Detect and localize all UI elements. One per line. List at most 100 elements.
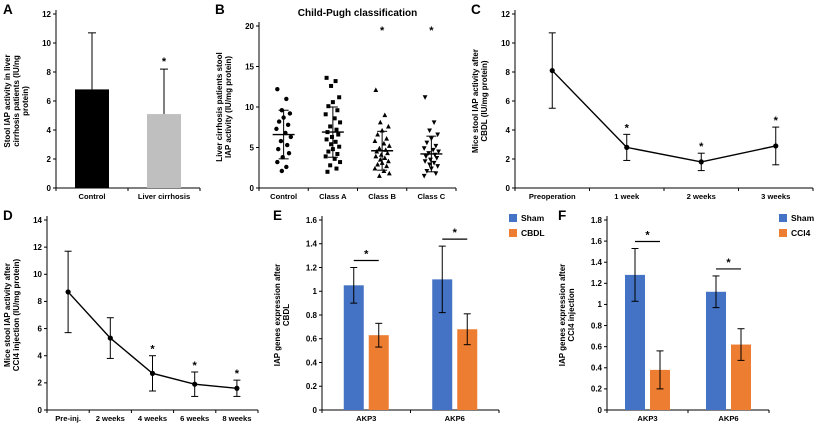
panel-b-letter: B — [215, 2, 225, 17]
svg-text:*: * — [380, 25, 385, 37]
panel-a-letter: A — [3, 2, 13, 17]
svg-text:1.4: 1.4 — [591, 258, 603, 267]
svg-text:4: 4 — [506, 126, 511, 135]
svg-text:*: * — [429, 25, 434, 37]
svg-text:*: * — [726, 257, 731, 269]
chart-svg-b: 0 5 10 15 20 Liver cirrhosis patients stool IA… — [215, 8, 457, 201]
svg-text:12: 12 — [42, 10, 51, 19]
svg-text:1.8: 1.8 — [591, 216, 603, 225]
svg-text:Stool IAP activity in liver: Stool IAP activity in liver — [3, 54, 12, 147]
panel-d: D 0 2 4 6 8 10 12 14 Mice stool IAP activity aft… — [0, 206, 270, 428]
svg-text:CBDL (IU/mg protein): CBDL (IU/mg protein) — [480, 60, 489, 142]
panel-e: E 0 0.2 0.4 0.6 0.8 1 1.2 1.4 1.6 IAP genes expre… — [270, 206, 555, 428]
svg-text:1.6: 1.6 — [591, 237, 603, 246]
svg-text:CCl4: CCl4 — [791, 228, 811, 238]
svg-text:*: * — [162, 56, 167, 68]
svg-text:*: * — [645, 230, 650, 242]
svg-text:6: 6 — [506, 97, 511, 106]
svg-text:AKP3: AKP3 — [356, 414, 376, 423]
svg-text:6 weeks: 6 weeks — [180, 414, 209, 423]
svg-text:15: 15 — [245, 62, 254, 71]
svg-text:4: 4 — [38, 352, 43, 361]
svg-text:1: 1 — [598, 300, 603, 309]
panel-d-chart: 0 2 4 6 8 10 12 14 Mice stool IAP activity after… — [0, 206, 270, 428]
svg-text:AKP6: AKP6 — [718, 414, 738, 423]
svg-text:Child-Pugh classification: Child-Pugh classification — [298, 8, 417, 19]
svg-text:AKP3: AKP3 — [637, 414, 657, 423]
chart-svg-d: 0 2 4 6 8 10 12 14 Mice stool IAP activity after… — [3, 216, 259, 423]
svg-text:*: * — [235, 368, 240, 380]
svg-text:2: 2 — [506, 155, 511, 164]
svg-text:Sham: Sham — [521, 213, 545, 223]
svg-text:Mice stool IAP activity after: Mice stool IAP activity after — [471, 49, 480, 153]
svg-text:8 weeks: 8 weeks — [222, 414, 251, 423]
svg-text:0: 0 — [250, 184, 255, 193]
svg-text:0: 0 — [506, 184, 511, 193]
panel-c: C 0 2 4 6 8 10 12 Mice stool IAP activity after… — [468, 0, 825, 206]
svg-text:*: * — [150, 344, 155, 356]
chart-svg-e: 0 0.2 0.4 0.6 0.8 1 1.2 1.4 1.6 IAP genes express… — [273, 213, 545, 423]
svg-text:5: 5 — [250, 143, 255, 152]
panel-f-letter: F — [558, 208, 567, 223]
svg-text:20: 20 — [245, 22, 254, 31]
svg-text:12: 12 — [33, 243, 42, 252]
svg-text:6: 6 — [47, 97, 52, 106]
chart-svg-c: 0 2 4 6 8 10 12 Mice stool IAP activity after CB… — [471, 10, 814, 201]
panel-b-chart: 0 5 10 15 20 Liver cirrhosis patients stool IA… — [212, 0, 468, 206]
panel-f-chart: 0 0.2 0.4 0.6 0.8 1 1.2 1.4 1.6 1.8 IAP genes expr… — [555, 206, 825, 428]
svg-text:CCl4 injection (IU/mg protein): CCl4 injection (IU/mg protein) — [12, 258, 21, 371]
svg-text:IAP activity (IU/mg protein): IAP activity (IU/mg protein) — [224, 56, 233, 158]
panel-f: F 0 0.2 0.4 0.6 0.8 1 1.2 1.4 1.6 1.8 IAP genes ex… — [555, 206, 825, 428]
svg-text:*: * — [453, 227, 458, 239]
panel-b: B 0 5 10 15 20 Liver cirrhosis patients stool… — [212, 0, 468, 206]
svg-text:1: 1 — [313, 287, 318, 296]
panel-a: A 0 2 4 6 8 10 12 Stool IAP activity in liver ci… — [0, 0, 212, 206]
svg-text:2: 2 — [47, 155, 52, 164]
svg-text:Pre-inj.: Pre-inj. — [55, 414, 81, 423]
svg-text:0: 0 — [598, 406, 603, 415]
chart-svg-f: 0 0.2 0.4 0.6 0.8 1 1.2 1.4 1.6 1.8 IAP genes expr… — [558, 213, 815, 423]
svg-text:1.4: 1.4 — [306, 240, 318, 249]
svg-text:0.6: 0.6 — [306, 335, 318, 344]
svg-text:4 weeks: 4 weeks — [138, 414, 167, 423]
svg-text:0: 0 — [313, 406, 318, 415]
svg-text:protein): protein) — [21, 86, 30, 116]
chart-svg-a: 0 2 4 6 8 10 12 Stool IAP activity in liver cirr… — [3, 10, 201, 201]
svg-text:0.4: 0.4 — [591, 364, 603, 373]
svg-text:3 weeks: 3 weeks — [761, 192, 790, 201]
svg-text:CBDL: CBDL — [282, 304, 291, 326]
svg-text:Sham: Sham — [791, 213, 815, 223]
svg-text:4: 4 — [47, 126, 52, 135]
svg-text:2: 2 — [38, 379, 43, 388]
panel-e-letter: E — [273, 208, 283, 223]
svg-text:IAP genes expression after: IAP genes expression after — [558, 264, 567, 367]
svg-text:*: * — [193, 360, 198, 372]
svg-text:*: * — [699, 141, 704, 153]
svg-text:IAP genes expression after: IAP genes expression after — [273, 264, 282, 367]
svg-text:cirrhosis patients (IU/ng: cirrhosis patients (IU/ng — [12, 55, 21, 147]
svg-text:12: 12 — [501, 10, 510, 19]
svg-text:14: 14 — [33, 216, 42, 225]
svg-text:0.8: 0.8 — [591, 321, 603, 330]
svg-text:10: 10 — [245, 103, 254, 112]
svg-text:Liver cirrhosis: Liver cirrhosis — [138, 192, 190, 201]
svg-text:*: * — [625, 122, 630, 134]
svg-text:0.4: 0.4 — [306, 358, 318, 367]
panel-e-chart: 0 0.2 0.4 0.6 0.8 1 1.2 1.4 1.6 IAP genes express… — [270, 206, 555, 428]
svg-text:0: 0 — [47, 184, 52, 193]
svg-text:CCl4 injection: CCl4 injection — [567, 288, 576, 341]
svg-text:2 weeks: 2 weeks — [687, 192, 716, 201]
svg-text:8: 8 — [38, 297, 43, 306]
svg-text:6: 6 — [38, 324, 43, 333]
svg-text:0.2: 0.2 — [306, 382, 318, 391]
svg-text:Control: Control — [270, 192, 297, 201]
svg-text:*: * — [774, 115, 779, 127]
panel-d-letter: D — [3, 208, 13, 223]
svg-text:1.2: 1.2 — [306, 263, 318, 272]
svg-text:Liver cirrhosis patients stool: Liver cirrhosis patients stool — [215, 52, 224, 161]
svg-text:10: 10 — [42, 39, 51, 48]
svg-text:10: 10 — [33, 270, 42, 279]
svg-text:1 week: 1 week — [614, 192, 640, 201]
svg-text:1.2: 1.2 — [591, 279, 603, 288]
